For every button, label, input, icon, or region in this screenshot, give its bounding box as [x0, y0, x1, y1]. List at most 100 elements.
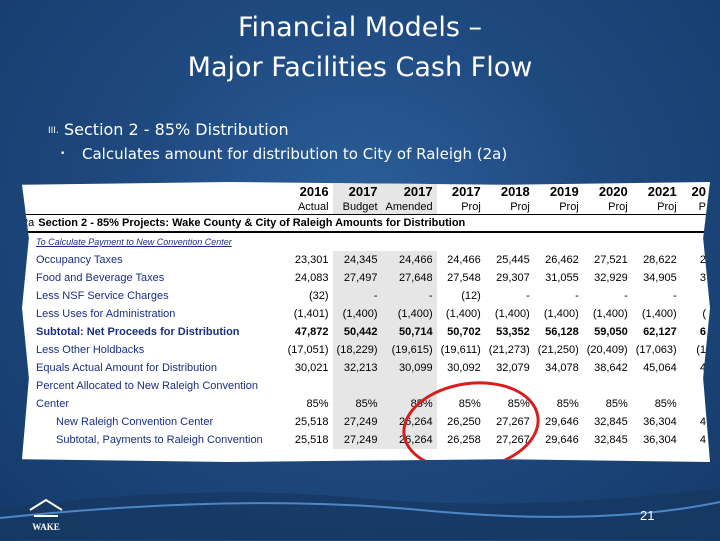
value-cell: (17,063): [635, 344, 677, 356]
value-cell: 28,622: [643, 254, 677, 266]
type-cell: P: [698, 201, 706, 213]
value-cell: 31,055: [545, 272, 579, 284]
value-cell: (1,400): [445, 308, 481, 320]
value-cell: 85%: [332, 395, 382, 413]
value-cell: (1,400): [332, 305, 382, 323]
row-label: Food and Beverage Taxes: [36, 272, 165, 284]
value-cell: (1,400): [592, 308, 628, 320]
table-row: Occupancy Taxes 23,301 24,345 24,466 24,466 2…: [22, 251, 710, 269]
roman-numeral: III.: [48, 125, 59, 136]
value-cell: 29,646: [545, 434, 579, 446]
row-label: Less Uses for Administration: [36, 308, 176, 320]
value-cell: 50,702: [447, 326, 481, 338]
value-cell: (12): [461, 290, 481, 302]
year-cell: 2017: [332, 182, 382, 200]
value-cell: (19,611): [440, 344, 481, 356]
value-cell: (19,615): [381, 341, 437, 359]
value-cell: 32,845: [594, 434, 628, 446]
value-cell: [332, 377, 382, 395]
value-cell: 3: [699, 272, 706, 284]
table-row: Less NSF Service Charges (32) - - (12) - - - -: [22, 287, 710, 305]
value-cell: (1,400): [641, 308, 677, 320]
table-row: Subtotal: Net Proceeds for Distribution 4…: [22, 323, 710, 341]
header-types: Actual Budget Amended Proj Proj Proj Proj Proj P: [22, 200, 710, 215]
value-cell: 85%: [381, 395, 437, 413]
value-cell: -: [332, 287, 382, 305]
table-row: Equals Actual Amount for Distribution 30,…: [22, 359, 710, 377]
year-cell: 2018: [500, 183, 530, 199]
value-cell: -: [381, 287, 437, 305]
section-title: 2a Section 2 - 85% Projects: Wake County …: [22, 214, 710, 233]
year-cell: 2021: [647, 183, 677, 199]
sub-header-text: To Calculate Payment to New Convention C…: [36, 237, 232, 247]
bullet-list: III. Section 2 - 85% Distribution • Calcul…: [48, 118, 507, 165]
value-cell: 85%: [605, 398, 628, 410]
year-cell: 2019: [549, 183, 579, 199]
bullet-2-text: Calculates amount for distribution to Ci…: [82, 144, 508, 163]
value-cell: 56,128: [545, 326, 579, 338]
row-label: Less NSF Service Charges: [36, 290, 169, 302]
type-cell: Budget: [332, 200, 382, 215]
slide-title: Financial Models – Major Facilities Cash…: [0, 8, 720, 88]
value-cell: 38,642: [594, 362, 628, 374]
value-cell: 4: [699, 434, 706, 446]
value-cell: 23,301: [294, 254, 329, 266]
value-cell: [534, 377, 583, 395]
value-cell: [284, 377, 333, 395]
year-cell: 2017: [451, 183, 481, 199]
value-cell: 25,445: [496, 254, 530, 266]
year-cell: 2017: [381, 182, 437, 200]
value-cell: (21,250): [537, 344, 579, 356]
section-id: 2a: [22, 217, 35, 229]
value-cell: 29,307: [496, 272, 530, 284]
value-cell: -: [575, 290, 579, 302]
value-cell: 26,264: [381, 413, 437, 431]
value-cell: [381, 377, 437, 395]
value-cell: 26,462: [545, 254, 579, 266]
value-cell: 27,548: [447, 272, 481, 284]
value-cell: -: [526, 290, 530, 302]
value-cell: 24,345: [332, 251, 382, 269]
value-cell: -: [624, 290, 628, 302]
value-cell: (1,400): [381, 305, 437, 323]
title-line-2: Major Facilities Cash Flow: [187, 52, 533, 83]
header-blank: [22, 182, 284, 200]
value-cell: 4: [699, 416, 706, 428]
logo-text: WAKE: [32, 522, 60, 532]
table-row: Food and Beverage Taxes 24,083 27,497 27,64…: [22, 269, 710, 287]
value-cell: 4: [699, 362, 706, 374]
value-cell: 27,497: [332, 269, 382, 287]
value-cell: 26,264: [381, 431, 437, 449]
value-cell: 30,099: [381, 359, 437, 377]
value-cell: (21,273): [488, 344, 530, 356]
value-cell: 26,250: [447, 416, 481, 428]
type-cell: Proj: [657, 201, 677, 213]
value-cell: (: [702, 308, 706, 320]
value-cell: (1,401): [293, 308, 329, 320]
table-row: Subtotal, Payments to Raleigh Convention…: [22, 431, 710, 449]
value-cell: 32,213: [332, 359, 382, 377]
value-cell: 24,466: [381, 251, 437, 269]
table-row: New Raleigh Convention Center 25,518 27,24…: [22, 413, 710, 431]
table-row: Less Other Holdbacks (17,051) (18,229) (19,…: [22, 341, 710, 359]
value-cell: [681, 287, 710, 305]
value-cell: 85%: [458, 398, 481, 410]
value-cell: (32): [308, 290, 329, 302]
value-cell: 27,521: [594, 254, 628, 266]
year-cell: 2016: [299, 183, 329, 199]
type-cell: Proj: [608, 201, 628, 213]
year-cell: 20: [691, 183, 706, 199]
header-years: 2016 2017 2017 2017 2018 2019 2020 2021 20: [22, 182, 710, 200]
value-cell: 24,466: [447, 254, 481, 266]
row-label: Occupancy Taxes: [36, 254, 123, 266]
value-cell: 25,518: [294, 416, 329, 428]
value-cell: 30,021: [294, 362, 329, 374]
value-cell: 85%: [306, 398, 329, 410]
row-label: Percent Allocated to New Raleigh Convent…: [36, 380, 258, 392]
value-cell: 50,714: [381, 323, 437, 341]
row-label: Center: [36, 398, 70, 410]
row-label: Subtotal: Net Proceeds for Distribution: [36, 326, 240, 338]
section-header: 2a Section 2 - 85% Projects: Wake County …: [22, 214, 710, 233]
type-cell: Proj: [461, 201, 481, 213]
value-cell: [681, 377, 710, 395]
